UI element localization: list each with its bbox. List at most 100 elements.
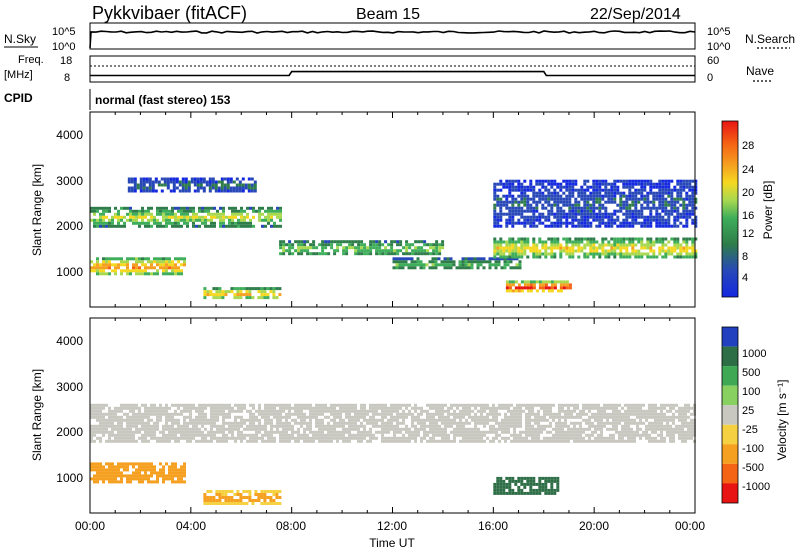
power-cell-6: [571, 240, 575, 244]
power-cell-1: [228, 215, 231, 219]
velocity-cell-2: [519, 418, 522, 422]
power-cell-7: [538, 283, 542, 287]
power-cell-1: [237, 209, 240, 213]
velocity-cell-2: [441, 412, 444, 416]
velocity-cell-2: [108, 424, 111, 428]
velocity-cell-2: [423, 424, 426, 428]
power-cell-4: [438, 243, 442, 247]
velocity-cell-0: [162, 477, 165, 481]
velocity-cell-2: [216, 418, 219, 422]
power-cell-5: [476, 257, 480, 261]
power-cell-3: [221, 290, 225, 294]
velocity-cell-2: [627, 421, 630, 425]
power-cell-1: [153, 215, 156, 219]
power-cell-8: [523, 191, 527, 195]
velocity-cell-2: [153, 433, 156, 437]
velocity-cell-2: [588, 436, 591, 440]
power-cell-1: [156, 224, 159, 228]
power-cell-4: [384, 249, 388, 253]
velocity-cell-2: [672, 415, 675, 419]
velocity-cell-2: [594, 436, 597, 440]
power-cell-4: [315, 252, 319, 256]
power-cell-1: [252, 209, 255, 213]
power-cell-8: [586, 206, 590, 210]
velocity-cell-2: [165, 409, 168, 413]
velocity-cell-2: [186, 403, 189, 407]
velocity-cell-2: [294, 421, 297, 425]
velocity-cell-2: [393, 403, 396, 407]
velocity-cell-2: [312, 409, 315, 413]
power-cell-6: [601, 249, 605, 253]
velocity-cell-2: [384, 421, 387, 425]
velocity-cell-2: [510, 439, 513, 443]
velocity-cell-2: [315, 418, 318, 422]
power-cell-6: [502, 255, 506, 259]
velocity-cell-2: [597, 403, 600, 407]
power-cell-8: [688, 197, 692, 201]
velocity-cell-2: [642, 403, 645, 407]
power-cell-0: [102, 257, 105, 261]
power-cell-8: [679, 203, 683, 207]
power-cell-6: [499, 237, 503, 241]
power-cell-4: [354, 246, 358, 250]
power-cell-8: [634, 200, 638, 204]
velocity-cell-2: [453, 436, 456, 440]
velocity-cell-2: [153, 424, 156, 428]
velocity-cell-2: [129, 409, 132, 413]
velocity-cell-0: [102, 480, 105, 484]
velocity-cell-2: [516, 418, 519, 422]
velocity-cell-2: [411, 424, 414, 428]
velocity-cell-2: [453, 430, 456, 434]
power-cell-5: [422, 266, 426, 270]
velocity-cell-3: [496, 482, 500, 486]
velocity-cell-2: [465, 430, 468, 434]
velocity-cell-2: [564, 433, 567, 437]
power-cell-8: [670, 188, 674, 192]
velocity-cell-2: [162, 430, 165, 434]
velocity-cell-2: [144, 415, 147, 419]
velocity-cell-2: [369, 433, 372, 437]
power-cell-2: [145, 186, 149, 190]
velocity-cell-2: [645, 409, 648, 413]
power-cell-7: [523, 286, 527, 290]
velocity-cell-0: [117, 468, 120, 472]
velocity-cell-2: [369, 439, 372, 443]
velocity-cell-2: [147, 418, 150, 422]
velocity-cell-2: [357, 427, 360, 431]
power-cell-8: [586, 218, 590, 222]
velocity-cell-2: [384, 439, 387, 443]
power-cell-6: [664, 249, 668, 253]
power-cell-1: [183, 206, 186, 210]
velocity-cell-2: [105, 418, 108, 422]
power-cell-8: [574, 200, 578, 204]
power-cell-4: [354, 252, 358, 256]
x-axis-label: Time UT: [369, 536, 415, 550]
velocity-cell-2: [492, 415, 495, 419]
power-cell-8: [685, 182, 689, 186]
power-cell-8: [637, 197, 641, 201]
velocity-cell-2: [114, 418, 117, 422]
velocity-cell-2: [129, 427, 132, 431]
power-cell-3: [227, 290, 231, 294]
power-cell-8: [502, 212, 506, 216]
velocity-cell-2: [252, 421, 255, 425]
velocity-cell-2: [102, 415, 105, 419]
power-cell-8: [586, 188, 590, 192]
velocity-cell-2: [273, 403, 276, 407]
power-cell-4: [285, 243, 289, 247]
power-cell-6: [562, 237, 566, 241]
velocity-cell-2: [480, 406, 483, 410]
power-cell-6: [664, 255, 668, 259]
power-cell-0: [141, 263, 144, 267]
velocity-cell-2: [684, 433, 687, 437]
power-cell-8: [682, 200, 686, 204]
velocity-cell-2: [132, 403, 135, 407]
power-cell-8: [583, 194, 587, 198]
velocity-cell-0: [141, 465, 144, 469]
velocity-cell-2: [393, 415, 396, 419]
power-cell-1: [156, 221, 159, 225]
power-cell-8: [502, 203, 506, 207]
velocity-cell-2: [504, 427, 507, 431]
velocity-cell-2: [534, 403, 537, 407]
power-cell-4: [309, 246, 313, 250]
